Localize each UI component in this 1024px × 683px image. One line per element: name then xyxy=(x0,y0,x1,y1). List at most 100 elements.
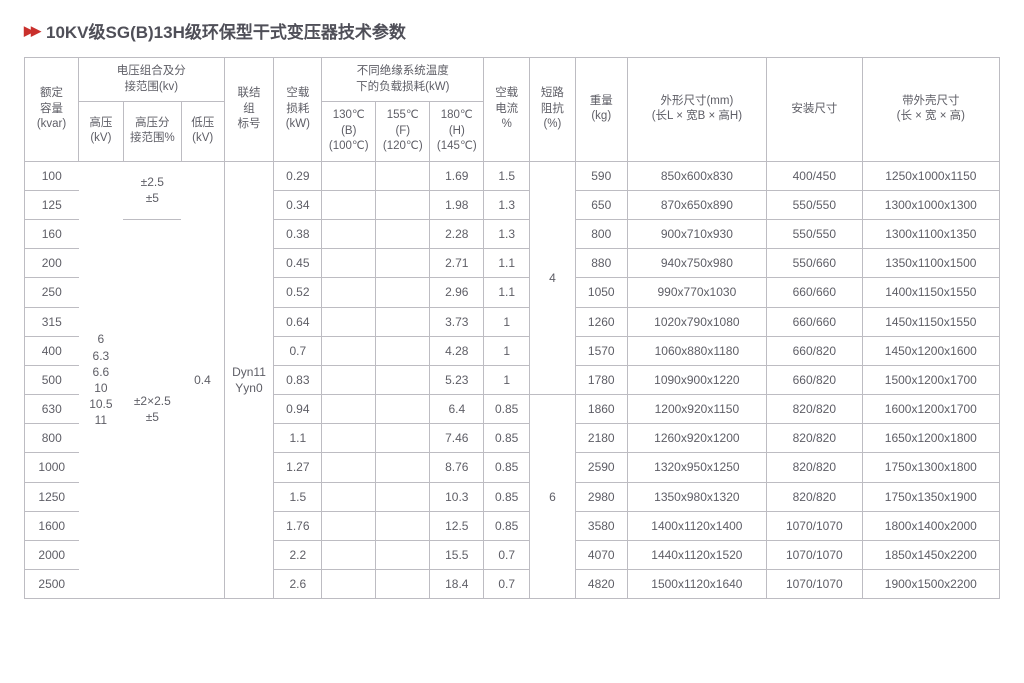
cell xyxy=(322,395,376,424)
cell: 0.29 xyxy=(274,161,322,190)
cell: 1320x950x1250 xyxy=(627,453,766,482)
col-b130: 130℃(B)(100℃) xyxy=(322,102,376,162)
cell: 1600x1200x1700 xyxy=(862,395,999,424)
cell: 0.45 xyxy=(274,249,322,278)
cell: 1400x1120x1400 xyxy=(627,511,766,540)
cell: 0.64 xyxy=(274,307,322,336)
cell: 1090x900x1220 xyxy=(627,365,766,394)
cell xyxy=(376,336,430,365)
cell xyxy=(376,570,430,599)
cell xyxy=(376,424,430,453)
cell: 1070/1070 xyxy=(767,511,863,540)
cell: 800 xyxy=(25,424,79,453)
cell: 660/820 xyxy=(767,336,863,365)
cell xyxy=(322,453,376,482)
cell: 0.83 xyxy=(274,365,322,394)
cell xyxy=(376,482,430,511)
spec-table: 额定容量(kvar) 电压组合及分接范围(kv) 联结组标号 空载损耗(kW) … xyxy=(24,57,1000,599)
cell: 0.85 xyxy=(484,482,530,511)
cell xyxy=(376,453,430,482)
cell xyxy=(322,511,376,540)
cell: 0.7 xyxy=(484,570,530,599)
cell: 2.96 xyxy=(430,278,484,307)
cell: 2.28 xyxy=(430,219,484,248)
cell xyxy=(322,249,376,278)
cell: 1900x1500x2200 xyxy=(862,570,999,599)
title-marker-icon: ▶▶ xyxy=(24,23,38,39)
cell: 1070/1070 xyxy=(767,541,863,570)
cell: 1.1 xyxy=(484,278,530,307)
cell: 1.76 xyxy=(274,511,322,540)
cell: 4070 xyxy=(575,541,627,570)
cell: 500 xyxy=(25,365,79,394)
cell xyxy=(322,161,376,190)
cell: 820/820 xyxy=(767,395,863,424)
cell xyxy=(376,219,430,248)
cell xyxy=(376,190,430,219)
cell-conn: Dyn11Yyn0 xyxy=(224,161,274,599)
cell: 1.3 xyxy=(484,190,530,219)
cell: 18.4 xyxy=(430,570,484,599)
table-row: 10066.36.61010.511±2.5±50.4Dyn11Yyn00.29… xyxy=(25,161,1000,190)
col-dims: 外形尺寸(mm)(长L × 宽B × 高H) xyxy=(627,58,766,162)
cell: 0.7 xyxy=(274,336,322,365)
cell xyxy=(322,541,376,570)
cell: 1 xyxy=(484,307,530,336)
cell: 10.3 xyxy=(430,482,484,511)
cell xyxy=(376,395,430,424)
cell: 630 xyxy=(25,395,79,424)
cell: 1350x1100x1500 xyxy=(862,249,999,278)
cell: 880 xyxy=(575,249,627,278)
cell xyxy=(376,365,430,394)
cell-hv: 66.36.61010.511 xyxy=(79,161,124,599)
cell: 2.2 xyxy=(274,541,322,570)
cell: 1.69 xyxy=(430,161,484,190)
cell: 1.5 xyxy=(484,161,530,190)
cell: 1750x1300x1800 xyxy=(862,453,999,482)
cell-impedance-6: 6 xyxy=(530,395,576,599)
cell xyxy=(322,424,376,453)
col-weight: 重量(kg) xyxy=(575,58,627,162)
cell: 1.3 xyxy=(484,219,530,248)
cell: 1.98 xyxy=(430,190,484,219)
cell: 6.4 xyxy=(430,395,484,424)
cell xyxy=(376,161,430,190)
cell: 1500x1120x1640 xyxy=(627,570,766,599)
cell xyxy=(376,541,430,570)
cell: 1500x1200x1700 xyxy=(862,365,999,394)
cell: 1300x1000x1300 xyxy=(862,190,999,219)
cell: 1400x1150x1550 xyxy=(862,278,999,307)
cell: 1860 xyxy=(575,395,627,424)
col-hv-tap: 高压分接范围% xyxy=(123,102,181,162)
cell: 1350x980x1320 xyxy=(627,482,766,511)
cell: 870x650x890 xyxy=(627,190,766,219)
cell: 250 xyxy=(25,278,79,307)
cell: 1450x1150x1550 xyxy=(862,307,999,336)
cell: 1750x1350x1900 xyxy=(862,482,999,511)
cell xyxy=(376,511,430,540)
cell xyxy=(322,336,376,365)
cell: 1260x920x1200 xyxy=(627,424,766,453)
cell: 1600 xyxy=(25,511,79,540)
cell: 15.5 xyxy=(430,541,484,570)
cell: 850x600x830 xyxy=(627,161,766,190)
cell: 0.85 xyxy=(484,511,530,540)
cell: 7.46 xyxy=(430,424,484,453)
cell: 1440x1120x1520 xyxy=(627,541,766,570)
cell: 820/820 xyxy=(767,424,863,453)
cell: 8.76 xyxy=(430,453,484,482)
cell: 1250 xyxy=(25,482,79,511)
cell: 900x710x930 xyxy=(627,219,766,248)
cell: 0.85 xyxy=(484,424,530,453)
col-h180: 180℃(H)(145℃) xyxy=(430,102,484,162)
cell: 1.1 xyxy=(274,424,322,453)
cell: 0.94 xyxy=(274,395,322,424)
cell: 0.85 xyxy=(484,453,530,482)
col-voltage-group: 电压组合及分接范围(kv) xyxy=(79,58,225,102)
cell: 3.73 xyxy=(430,307,484,336)
cell: 160 xyxy=(25,219,79,248)
cell xyxy=(322,278,376,307)
cell: 0.85 xyxy=(484,395,530,424)
cell: 1570 xyxy=(575,336,627,365)
cell xyxy=(322,570,376,599)
